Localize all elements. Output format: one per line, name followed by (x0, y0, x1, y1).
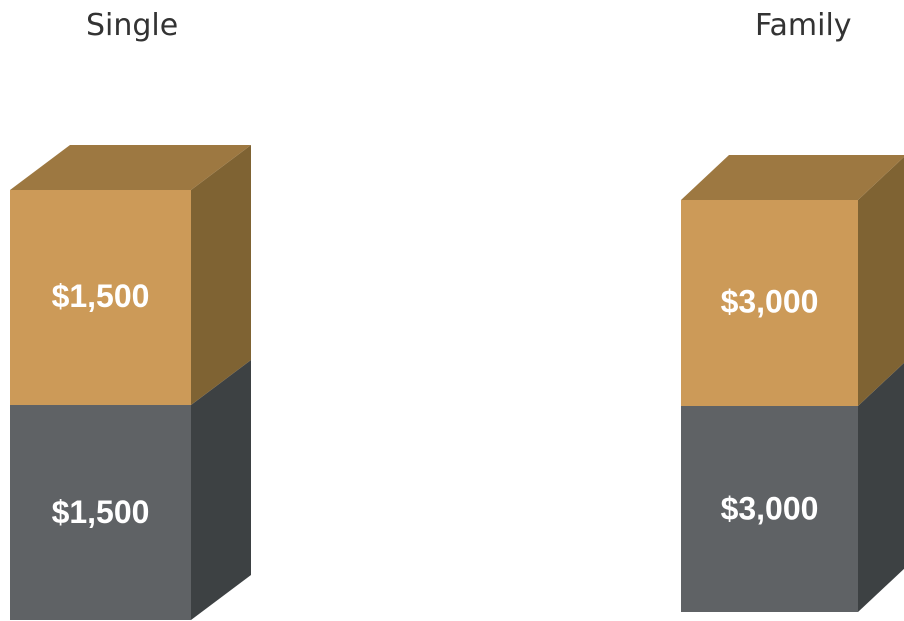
value-label-family-bottom: $3,000 (721, 490, 819, 526)
value-label-family-top: $3,000 (721, 283, 819, 319)
bar-single-bottom-side (191, 360, 251, 620)
bar-single-bottom-front (10, 405, 191, 620)
value-label-single-top: $1,500 (52, 278, 150, 314)
bar-family-top-cap (681, 155, 904, 200)
bar-single-top-cap (10, 145, 251, 190)
bar-family-top-side (858, 156, 904, 406)
bar-single-top-front (10, 190, 191, 405)
bar-single-top-side (191, 145, 251, 405)
bar-family-bottom-side (858, 362, 904, 612)
category-label-single: Single (86, 8, 179, 43)
category-label-family: Family (755, 8, 852, 43)
bar-family-top-front (681, 200, 858, 406)
value-label-single-bottom: $1,500 (52, 494, 150, 530)
bar-family-bottom-front (681, 406, 858, 612)
